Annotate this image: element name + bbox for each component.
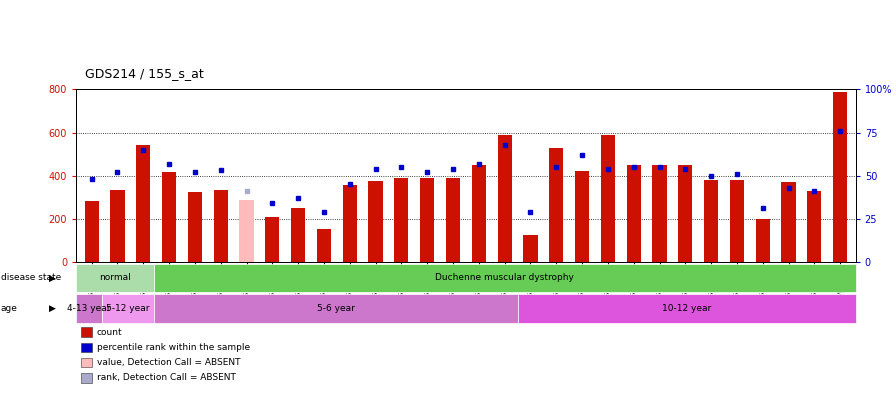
Bar: [368, 181, 383, 262]
Bar: [704, 180, 719, 262]
Bar: [239, 200, 254, 262]
Bar: [76, 264, 154, 292]
Bar: [394, 178, 409, 262]
Text: rank, Detection Call = ABSENT: rank, Detection Call = ABSENT: [97, 373, 236, 382]
Text: normal: normal: [99, 274, 131, 282]
Bar: [213, 190, 228, 262]
Bar: [265, 217, 280, 262]
Bar: [291, 208, 306, 262]
Text: disease state: disease state: [1, 274, 61, 282]
Bar: [446, 178, 461, 262]
Bar: [518, 294, 856, 323]
Text: percentile rank within the sample: percentile rank within the sample: [97, 343, 250, 352]
Bar: [76, 294, 102, 323]
Bar: [781, 182, 796, 262]
Bar: [162, 172, 177, 262]
Text: 5-12 year: 5-12 year: [107, 304, 150, 313]
Bar: [84, 202, 99, 262]
Bar: [317, 229, 331, 262]
Text: ▶: ▶: [49, 274, 56, 282]
Bar: [730, 180, 744, 262]
Bar: [678, 165, 693, 262]
Bar: [110, 190, 125, 262]
Bar: [136, 145, 151, 262]
Bar: [652, 165, 667, 262]
Bar: [342, 185, 357, 262]
Text: value, Detection Call = ABSENT: value, Detection Call = ABSENT: [97, 358, 240, 367]
Bar: [549, 148, 564, 262]
Text: 5-6 year: 5-6 year: [317, 304, 355, 313]
Text: 10-12 year: 10-12 year: [662, 304, 711, 313]
Bar: [601, 135, 615, 262]
Text: ▶: ▶: [49, 304, 56, 313]
Text: GDS214 / 155_s_at: GDS214 / 155_s_at: [85, 67, 204, 80]
Bar: [523, 235, 538, 262]
Bar: [755, 219, 770, 262]
Text: 4-13 year: 4-13 year: [67, 304, 111, 313]
Bar: [575, 171, 590, 262]
Bar: [807, 191, 822, 262]
Bar: [154, 264, 856, 292]
Text: Duchenne muscular dystrophy: Duchenne muscular dystrophy: [435, 274, 574, 282]
Bar: [154, 294, 518, 323]
Text: age: age: [1, 304, 18, 313]
Bar: [497, 135, 512, 262]
Bar: [471, 165, 486, 262]
Text: count: count: [97, 328, 123, 337]
Bar: [102, 294, 154, 323]
Bar: [188, 192, 202, 262]
Bar: [626, 165, 641, 262]
Bar: [833, 91, 848, 262]
Bar: [420, 178, 435, 262]
